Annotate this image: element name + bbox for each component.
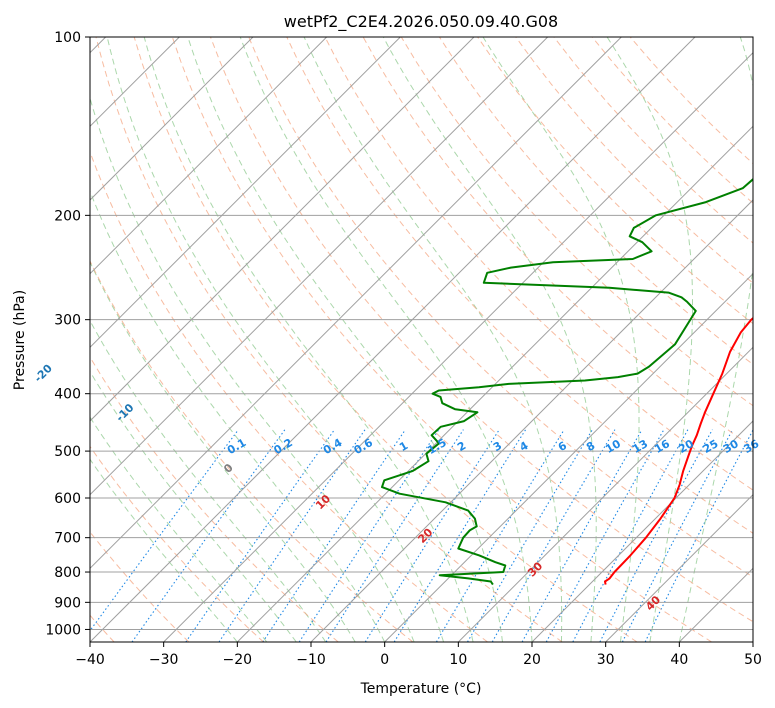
isotherm-line (236, 125, 753, 642)
y-tick-label: 500 (54, 444, 81, 460)
mixing-ratio-line (325, 429, 464, 642)
moist-adiabat-line (106, 37, 445, 642)
dry-adiabat-line (90, 445, 264, 642)
moist-adiabat-line (382, 37, 597, 642)
mixing-ratio-line (298, 429, 440, 642)
dry-adiabat-line (90, 259, 414, 642)
dry-adiabats (90, 37, 753, 642)
mixing-ratio-line (131, 429, 286, 642)
moist-adiabat-line (90, 189, 386, 642)
dry-adiabat-line (171, 37, 712, 642)
isotherm-line (90, 37, 254, 201)
axes: −40 −30 −20 −10 0 10 20 30 40 50 100 200 300 400 500 60… (45, 30, 762, 668)
moist-adiabat-line (303, 37, 563, 642)
mixing-ratio-line (218, 429, 366, 642)
isotherm-line (90, 37, 401, 349)
isotherm-line (605, 493, 753, 642)
dry-adiabat-line (324, 37, 753, 491)
mixing-ratio-line (90, 429, 239, 632)
plot-frame (89, 36, 754, 643)
isotherm-line (90, 37, 696, 642)
x-axis-title: Temperature (°C) (360, 681, 482, 697)
mixing-ratio-line (644, 429, 753, 642)
x-tick-label: −20 (223, 652, 253, 668)
y-tick-label: 1000 (45, 622, 81, 638)
plot-area (90, 37, 753, 642)
moist-adiabat-line (90, 416, 268, 642)
dry-adiabat-line (90, 356, 339, 642)
x-tick-label: −30 (149, 652, 179, 668)
moist-adiabats (90, 37, 753, 642)
x-tick-label: −40 (75, 652, 105, 668)
y-tick-label: 400 (54, 387, 81, 403)
mixing-ratio-line (599, 429, 713, 642)
y-tick-label: 600 (54, 491, 81, 507)
x-tick-label: 30 (597, 652, 615, 668)
dry-adiabat-line (210, 37, 753, 623)
moist-adiabat-line (239, 37, 533, 642)
moist-adiabat-line (90, 260, 356, 642)
chart-title: wetPf2_C2E4.2026.050.09.40.G08 (284, 12, 558, 32)
mixing-ratio-line (467, 429, 593, 642)
moist-adiabat-line (678, 37, 753, 642)
isotherm-line (90, 37, 622, 570)
dry-adiabat-line (248, 37, 753, 578)
moist-adiabat-line (90, 319, 327, 642)
temperature-profile (604, 316, 753, 585)
x-tick-label: 40 (670, 652, 688, 668)
y-tick-label: 200 (54, 208, 81, 224)
isotherm-line (163, 51, 753, 642)
moist-adiabat-line (606, 37, 693, 642)
isotherm-line (90, 37, 475, 422)
isotherms (90, 37, 753, 642)
mixing-ratio-lines (90, 429, 753, 642)
isotherm-line (531, 420, 753, 642)
mixing-ratio-line (521, 429, 643, 642)
y-tick-label: 900 (54, 595, 81, 611)
y-tick-label: 100 (54, 30, 81, 46)
dry-adiabat-line (515, 37, 753, 284)
dry-adiabat-line (133, 37, 638, 642)
pressure-gridlines (90, 37, 753, 630)
isotherm-line (457, 346, 753, 642)
mixing-ratio-line (621, 429, 734, 642)
dry-adiabat-line (95, 37, 563, 642)
dry-adiabat-line (286, 37, 753, 534)
isotherm-line (90, 37, 328, 275)
moist-adiabat-line (143, 37, 474, 642)
moist-adiabat-line (90, 458, 238, 642)
x-tick-label: 20 (523, 652, 541, 668)
x-tick-label: 10 (449, 652, 467, 668)
isotherm-line (90, 37, 549, 496)
dewpoint-profile (381, 177, 753, 586)
y-tick-label: 300 (54, 313, 81, 329)
isotherm-line (384, 272, 753, 642)
mixing-ratio-line (435, 429, 565, 642)
moist-adiabat-line (187, 37, 503, 642)
mixing-ratio-line (491, 429, 616, 642)
y-tick-label: 700 (54, 531, 81, 547)
isotherm-line (310, 199, 753, 642)
x-tick-label: 0 (380, 652, 389, 668)
y-tick-label: 800 (54, 565, 81, 581)
sounding-series (381, 177, 753, 586)
moist-adiabat-line (482, 37, 640, 642)
mixing-ratio-line (545, 429, 665, 642)
x-tick-label: 50 (744, 652, 762, 668)
moist-adiabat-line (90, 370, 297, 642)
y-axis-title: Pressure (hPa) (12, 290, 28, 390)
x-tick-label: −10 (296, 652, 326, 668)
